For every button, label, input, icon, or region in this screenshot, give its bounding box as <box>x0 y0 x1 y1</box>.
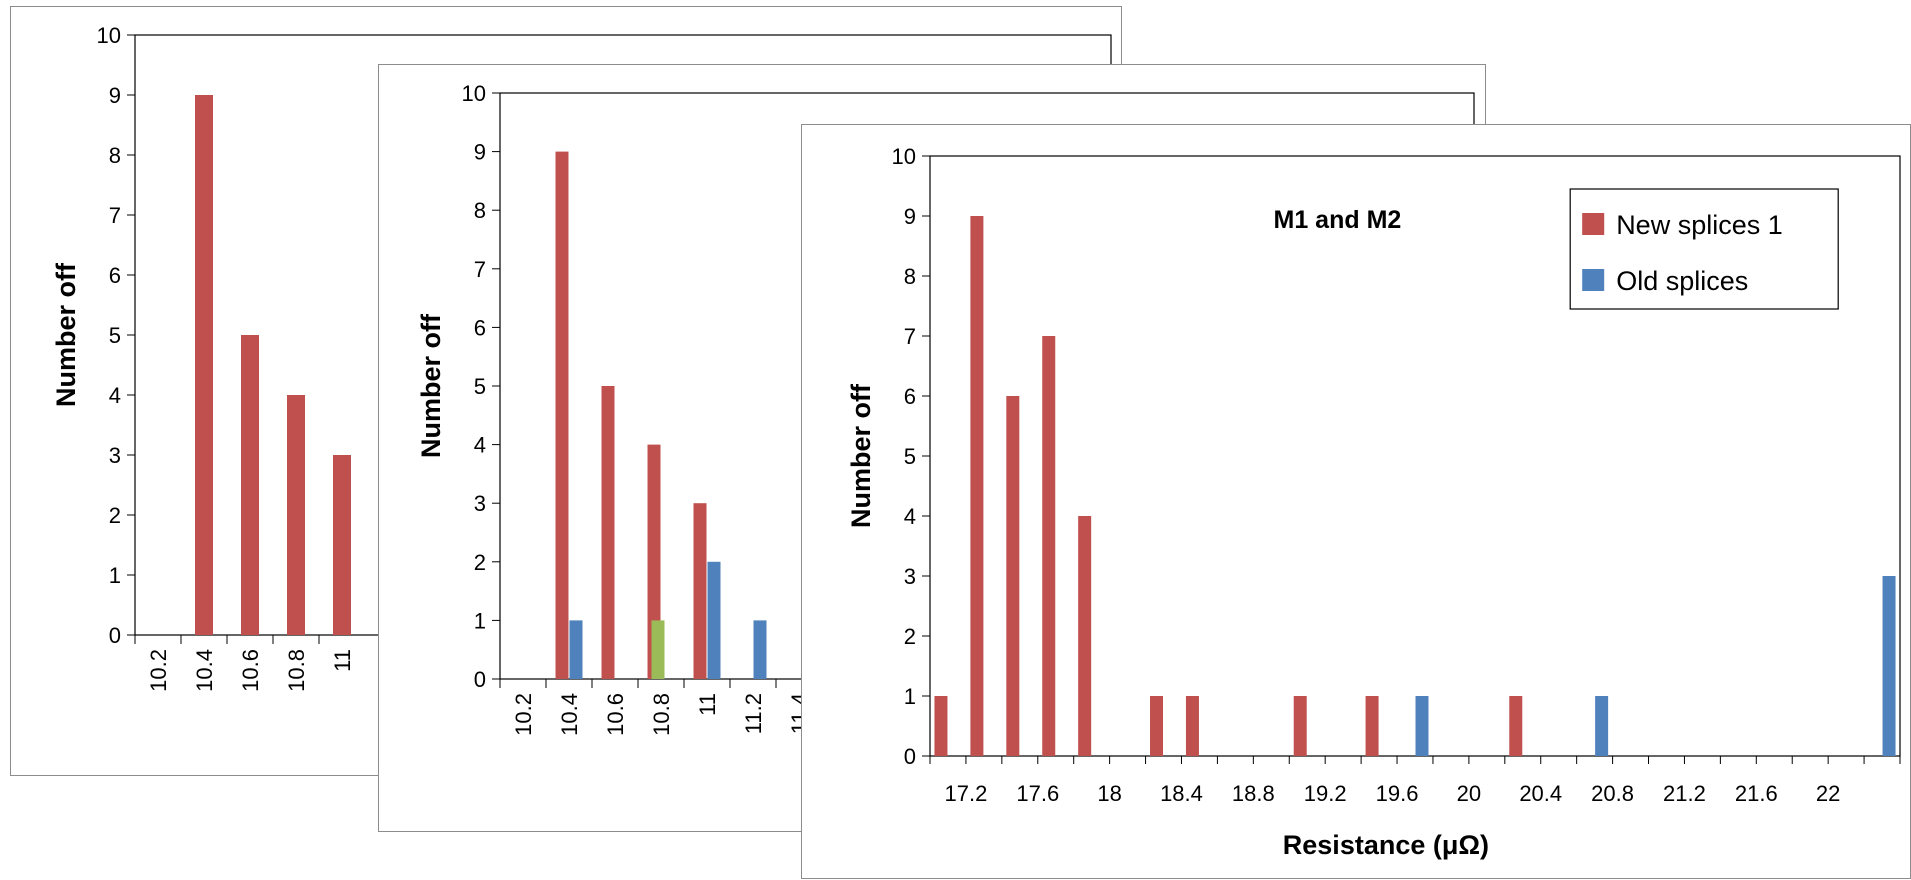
y-tick-label: 8 <box>474 198 486 223</box>
legend-swatch <box>1582 269 1605 291</box>
x-tick-label: 10.6 <box>238 649 263 692</box>
y-axis-label: Number off <box>846 383 876 528</box>
y-tick-label: 1 <box>109 563 121 588</box>
x-axis-label: Resistance (μΩ) <box>1283 830 1489 860</box>
y-axis-label: Number off <box>416 313 446 458</box>
x-tick-label: 17.2 <box>945 781 988 806</box>
legend: New splices 1 Old splices <box>1569 188 1839 310</box>
y-tick-label: 5 <box>109 323 121 348</box>
bar <box>569 620 583 679</box>
y-tick-label: 1 <box>474 608 486 633</box>
y-tick-label: 7 <box>109 203 121 228</box>
x-tick-label: 10.8 <box>284 649 309 692</box>
x-tick-label: 11 <box>695 693 720 716</box>
y-tick-label: 9 <box>474 140 486 165</box>
x-tick-label: 10.8 <box>649 693 674 736</box>
x-tick-label: 10.4 <box>192 649 217 692</box>
y-tick-label: 10 <box>892 144 916 169</box>
bar <box>1042 336 1056 756</box>
x-tick-label: 18.4 <box>1160 781 1203 806</box>
y-tick-label: 5 <box>904 444 916 469</box>
bar <box>1882 576 1896 756</box>
y-tick-label: 10 <box>97 23 121 48</box>
y-tick-label: 3 <box>904 564 916 589</box>
chart-frame-front: 0 1 2 3 4 5 6 7 8 9 10 Number off 17.2 17.6 18 18.4 18.8… <box>801 124 1911 879</box>
bar <box>555 151 569 680</box>
y-tick-label: 0 <box>474 667 486 692</box>
y-tick-label: 9 <box>904 204 916 229</box>
x-tick-label: 10.4 <box>557 693 582 736</box>
bar <box>1365 696 1379 756</box>
bar <box>707 561 721 679</box>
bar <box>1006 396 1020 756</box>
y-tick-label: 0 <box>904 744 916 769</box>
x-tick-label: 18 <box>1097 781 1121 806</box>
y-tick-label: 7 <box>474 257 486 282</box>
bar <box>753 620 767 679</box>
x-tick-label: 18.8 <box>1232 781 1275 806</box>
bar <box>1185 696 1199 756</box>
x-tick-label: 10.2 <box>511 693 536 736</box>
chart-title: M1 and M2 <box>1274 206 1402 234</box>
bar <box>601 386 615 679</box>
y-tick-label: 0 <box>109 623 121 648</box>
legend-swatch <box>1582 213 1605 235</box>
y-tick-label: 6 <box>904 384 916 409</box>
legend-label: New splices 1 <box>1616 210 1783 240</box>
y-axis-label: Number off <box>51 262 81 407</box>
bar <box>1595 696 1609 756</box>
bar <box>934 696 948 756</box>
x-tick-label: 10.6 <box>603 693 628 736</box>
chart-2: 0 1 2 3 4 5 6 7 8 9 10 Number off 17.2 17.6 18 18.4 18.8… <box>846 144 1901 860</box>
x-tick-label: 11 <box>330 649 355 672</box>
y-tick-label: 9 <box>109 83 121 108</box>
x-tick-label: 19.2 <box>1304 781 1347 806</box>
bar <box>1150 696 1164 756</box>
legend-box <box>1569 188 1839 310</box>
x-tick-label: 11.2 <box>741 693 766 734</box>
y-tick-label: 4 <box>474 433 486 458</box>
x-tick-label: 22 <box>1816 781 1840 806</box>
x-tick-label: 20.4 <box>1519 781 1562 806</box>
x-tick-label: 19.6 <box>1376 781 1419 806</box>
bar <box>693 503 707 679</box>
bar <box>287 395 305 635</box>
x-tick-label: 21.2 <box>1663 781 1706 806</box>
y-tick-label: 1 <box>904 684 916 709</box>
bar <box>195 95 213 635</box>
y-tick-label: 2 <box>474 550 486 575</box>
bar <box>333 455 351 635</box>
x-tick-label: 20 <box>1457 781 1481 806</box>
bar <box>1293 696 1307 756</box>
y-tick-label: 6 <box>109 263 121 288</box>
bar <box>970 216 984 756</box>
x-tick-label: 17.6 <box>1016 781 1059 806</box>
y-tick-label: 2 <box>109 503 121 528</box>
y-tick-label: 5 <box>474 374 486 399</box>
histogram-front: 0 1 2 3 4 5 6 7 8 9 10 Number off 17.2 17.6 18 18.4 18.8… <box>846 144 1901 860</box>
y-tick-label: 7 <box>904 324 916 349</box>
y-tick-label: 3 <box>109 443 121 468</box>
y-tick-label: 3 <box>474 491 486 516</box>
x-tick-label: 21.6 <box>1735 781 1778 806</box>
bar <box>1078 516 1092 756</box>
y-tick-label: 6 <box>474 315 486 340</box>
y-tick-label: 8 <box>904 264 916 289</box>
bar <box>651 620 665 679</box>
y-tick-label: 4 <box>109 383 121 408</box>
x-tick-label: 20.8 <box>1591 781 1634 806</box>
legend-label: Old splices <box>1616 266 1748 296</box>
bar <box>1415 696 1429 756</box>
y-tick-label: 10 <box>462 81 486 106</box>
y-tick-label: 8 <box>109 143 121 168</box>
x-tick-label: 10.2 <box>146 649 171 692</box>
bar <box>241 335 259 635</box>
y-tick-label: 4 <box>904 504 916 529</box>
bar <box>1509 696 1523 756</box>
y-tick-label: 2 <box>904 624 916 649</box>
